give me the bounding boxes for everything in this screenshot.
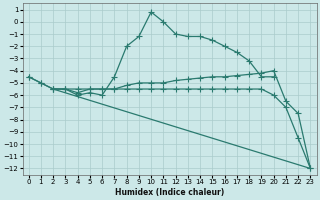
X-axis label: Humidex (Indice chaleur): Humidex (Indice chaleur) <box>115 188 224 197</box>
